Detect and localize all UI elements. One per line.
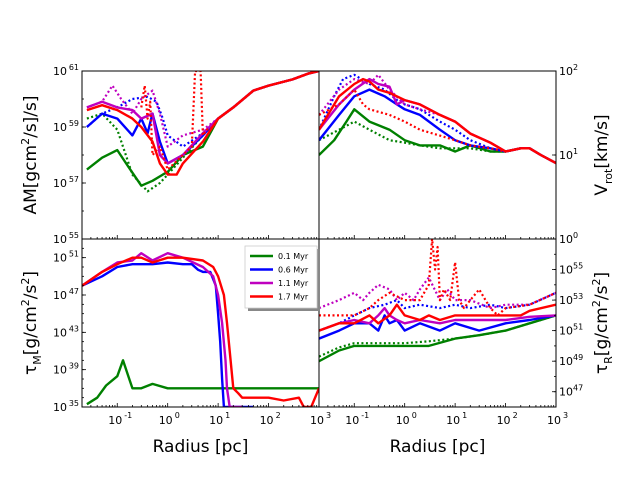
x-tick-label: 10 [159,414,173,427]
y-tick-label: 10 [53,401,67,414]
legend-label: 0.6 Myr [278,266,309,275]
y-tick-exponent: 51 [69,250,79,259]
legend-label: 0.1 Myr [278,252,309,261]
y-tick-label: 10 [559,294,573,307]
series-group [86,71,319,193]
series-line-1-1-myr-dotted [319,276,556,310]
y-tick-exponent: 55 [573,262,583,271]
ticks [318,238,557,408]
y-tick-label: 10 [53,364,67,377]
legend: 0.1 Myr 0.6 Myr 1.1 Myr 1.7 Myr [244,245,320,311]
y-tick-exponent: 47 [69,287,79,296]
series-line-0-6-myr-solid [319,314,556,340]
y-tick-label: 10 [559,386,573,399]
series-line-0-6-myr-dotted [319,73,556,165]
x-tick-label: 10 [209,414,223,427]
y-axis-label: τR[g/cm2/s2] [590,272,615,374]
y-tick-label: 10 [53,177,67,190]
y-tick-label: 10 [53,121,67,134]
y-tick-exponent: 39 [69,362,79,371]
x-tick-exponent: 2 [513,411,518,420]
x-tick-exponent: 3 [326,411,331,420]
y-tick-exponent: 1 [573,147,578,156]
y-tick-exponent: 2 [573,63,578,72]
y-tick-label: 10 [559,65,573,78]
axes-frame [318,238,557,408]
y-tick-label: 10 [53,326,67,339]
x-tick-exponent: 1 [225,411,230,420]
x-axis-label: Radius [pc] [390,437,486,457]
x-tick-label: 10 [446,414,460,427]
x-tick-exponent: 0 [175,411,180,420]
x-tick-exponent: 2 [276,411,281,420]
series-group [319,239,556,363]
y-tick-exponent: 57 [69,175,79,184]
y-tick-exponent: 0 [573,231,578,240]
legend-label: 1.7 Myr [278,293,309,302]
y-tick-exponent: 53 [573,292,583,301]
y-tick-exponent: 43 [69,324,79,333]
series-group [319,73,556,165]
x-tick-label: 10 [345,414,359,427]
x-axis-label: Radius [pc] [153,437,249,457]
x-tick-exponent: 0 [412,411,417,420]
y-tick-exponent: 49 [573,353,583,362]
y-axis-label: Vrot[km/s] [592,114,615,195]
x-tick-exponent: -1 [361,411,369,420]
x-tick-label: 10 [547,414,561,427]
series-line-0-1-myr-dotted [319,314,556,358]
x-tick-exponent: 1 [462,411,467,420]
y-axis-label: τM[g/cm2/s2] [19,271,44,375]
y-tick-label: 10 [53,252,67,265]
y-tick-label: 10 [53,233,67,246]
y-axis-label: AM[gcm2/s]/s] [19,95,41,214]
y-tick-label: 10 [559,149,573,162]
x-tick-label: 10 [396,414,410,427]
series-line-1-1-myr-dotted [86,71,319,148]
y-tick-label: 10 [559,264,573,277]
y-tick-label: 10 [53,65,67,78]
x-tick-label: 10 [310,414,324,427]
y-tick-exponent: 51 [573,323,583,332]
series-line-1-7-myr-solid [319,77,556,165]
x-tick-label: 10 [260,414,274,427]
series-line-1-7-myr-solid [82,256,319,407]
y-tick-exponent: 55 [69,231,79,240]
y-tick-exponent: 47 [573,384,583,393]
y-tick-label: 10 [559,233,573,246]
series-group [82,252,319,407]
y-tick-exponent: 35 [69,399,79,408]
y-tick-exponent: 61 [69,63,79,72]
series-line-1-7-myr-dotted [319,239,556,317]
x-tick-exponent: -1 [124,411,132,420]
series-line-1-7-myr-solid [319,303,556,332]
y-tick-label: 10 [559,355,573,368]
x-tick-exponent: 3 [563,411,568,420]
ticks [81,238,320,408]
legend-label: 1.1 Myr [278,279,309,288]
series-line-0-1-myr-solid [86,359,319,406]
y-tick-label: 10 [53,289,67,302]
series-line-1-7-myr-dotted [319,88,556,165]
x-tick-label: 10 [497,414,511,427]
x-tick-label: 10 [108,414,122,427]
y-tick-label: 10 [559,325,573,338]
series-line-1-1-myr-solid [319,306,556,332]
y-tick-exponent: 59 [69,119,79,128]
